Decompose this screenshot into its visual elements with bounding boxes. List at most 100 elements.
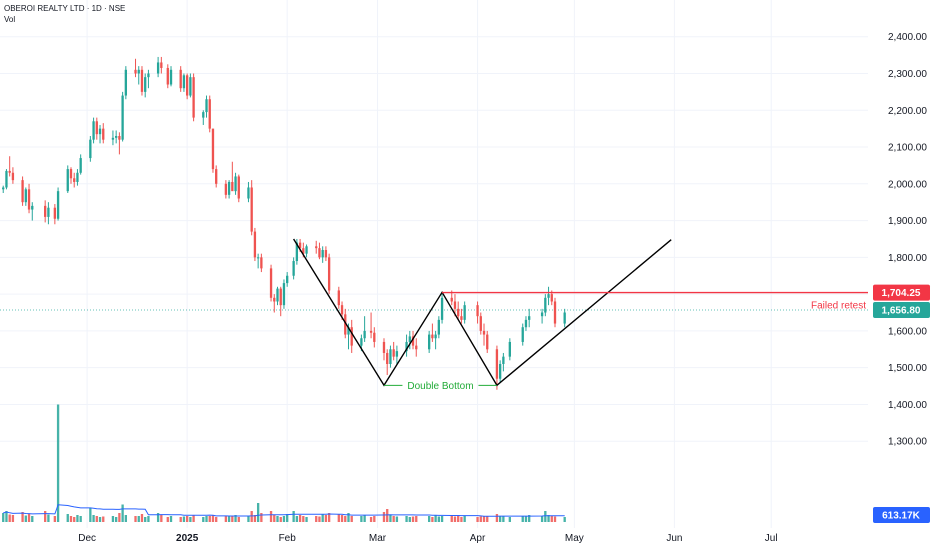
y-tick-label: 1,800.00 bbox=[888, 253, 927, 264]
candle bbox=[8, 156, 11, 177]
candle-body bbox=[347, 327, 350, 335]
y-tick-label: 2,100.00 bbox=[888, 143, 927, 154]
candle-body bbox=[479, 316, 482, 331]
candle-body bbox=[269, 268, 273, 298]
volume-bar bbox=[495, 514, 499, 522]
candle bbox=[373, 327, 376, 348]
volume-bar bbox=[31, 516, 34, 522]
volume-bar bbox=[227, 516, 231, 522]
candle-body bbox=[179, 69, 182, 89]
candle bbox=[305, 244, 308, 258]
volume-bar bbox=[215, 517, 218, 522]
candle bbox=[121, 91, 124, 142]
candle-body bbox=[382, 341, 386, 353]
candle-body bbox=[295, 242, 299, 262]
candle bbox=[215, 165, 218, 188]
candle-body bbox=[440, 297, 444, 320]
volume-bar bbox=[276, 516, 279, 522]
candle-body bbox=[386, 352, 389, 364]
volume-bar bbox=[434, 515, 437, 522]
volume-value-tag-text: 613.17K bbox=[882, 511, 921, 522]
y-tick-label: 1,400.00 bbox=[888, 400, 927, 411]
x-tick-label: May bbox=[565, 533, 584, 544]
candle-body bbox=[160, 62, 163, 68]
volume-bar bbox=[269, 511, 273, 522]
candle bbox=[434, 330, 437, 350]
volume-bar bbox=[250, 511, 253, 522]
candle-body bbox=[56, 191, 60, 219]
volume-bar bbox=[427, 516, 431, 522]
volume-bar bbox=[231, 516, 234, 522]
candle-body bbox=[315, 246, 318, 249]
candle-body bbox=[324, 250, 328, 258]
candle-body bbox=[215, 169, 218, 184]
volume-bar bbox=[237, 517, 240, 522]
candle bbox=[253, 227, 257, 262]
candle bbox=[118, 132, 121, 155]
candle bbox=[431, 323, 434, 342]
candle-body bbox=[276, 288, 279, 302]
candle-body bbox=[250, 187, 253, 232]
candle-body bbox=[79, 158, 82, 173]
volume-bar bbox=[21, 512, 24, 522]
candle bbox=[408, 330, 411, 350]
volume-bar bbox=[373, 516, 376, 522]
candle bbox=[528, 308, 531, 328]
candle bbox=[479, 312, 482, 335]
volume-bar bbox=[347, 513, 350, 522]
x-tick-label: 2025 bbox=[176, 533, 199, 544]
candle-body bbox=[408, 336, 411, 342]
symbol-title[interactable]: OBEROI REALTY LTD · 1D · NSE bbox=[4, 4, 126, 13]
volume-bar bbox=[185, 516, 189, 522]
axes[interactable]: 1,300.001,400.001,500.001,600.001,700.00… bbox=[78, 32, 930, 544]
volume-bar bbox=[502, 516, 505, 522]
candle-body bbox=[234, 176, 237, 192]
volume-bar bbox=[147, 516, 150, 522]
volume-bar bbox=[337, 514, 340, 522]
volume-bar bbox=[8, 514, 11, 522]
candle bbox=[502, 352, 505, 372]
volume-bar bbox=[253, 515, 257, 522]
candle-body bbox=[389, 349, 392, 364]
y-tick-label: 1,300.00 bbox=[888, 437, 927, 448]
volume-bar bbox=[160, 515, 163, 522]
candle bbox=[540, 308, 544, 324]
candle bbox=[524, 316, 528, 331]
candle bbox=[498, 360, 502, 383]
last-price-tag-text: 1,656.80 bbox=[882, 306, 921, 317]
volume-bar bbox=[260, 513, 263, 522]
volume-bar bbox=[315, 516, 318, 522]
volume-bar bbox=[179, 517, 182, 522]
volume-bar bbox=[521, 516, 524, 522]
x-tick-label: Dec bbox=[78, 533, 96, 544]
volume-bar bbox=[476, 517, 479, 522]
volume-bar bbox=[286, 514, 289, 522]
candle bbox=[134, 58, 137, 78]
candle bbox=[76, 169, 79, 186]
volume-bar bbox=[205, 516, 208, 522]
volume-bar bbox=[11, 515, 15, 522]
candle bbox=[237, 174, 240, 203]
volume-bar bbox=[550, 516, 553, 522]
double-bottom-label: Double Bottom bbox=[407, 381, 473, 392]
candle-body bbox=[24, 189, 27, 203]
candle-body bbox=[495, 349, 499, 379]
volume-bar bbox=[256, 503, 260, 522]
volume-bar bbox=[69, 516, 73, 522]
candle bbox=[89, 136, 92, 162]
candle-body bbox=[227, 181, 231, 195]
candle-body bbox=[273, 297, 276, 302]
candle bbox=[382, 338, 386, 361]
candle-body bbox=[2, 187, 5, 190]
volume-bar bbox=[121, 504, 124, 522]
candle-body bbox=[5, 170, 8, 188]
candle bbox=[337, 286, 340, 309]
candle bbox=[211, 128, 215, 173]
volume-bar bbox=[450, 516, 453, 522]
y-tick-label: 2,200.00 bbox=[888, 106, 927, 117]
candle bbox=[66, 165, 69, 193]
volume-legend[interactable]: Vol bbox=[4, 15, 16, 24]
candle-body bbox=[27, 189, 31, 210]
